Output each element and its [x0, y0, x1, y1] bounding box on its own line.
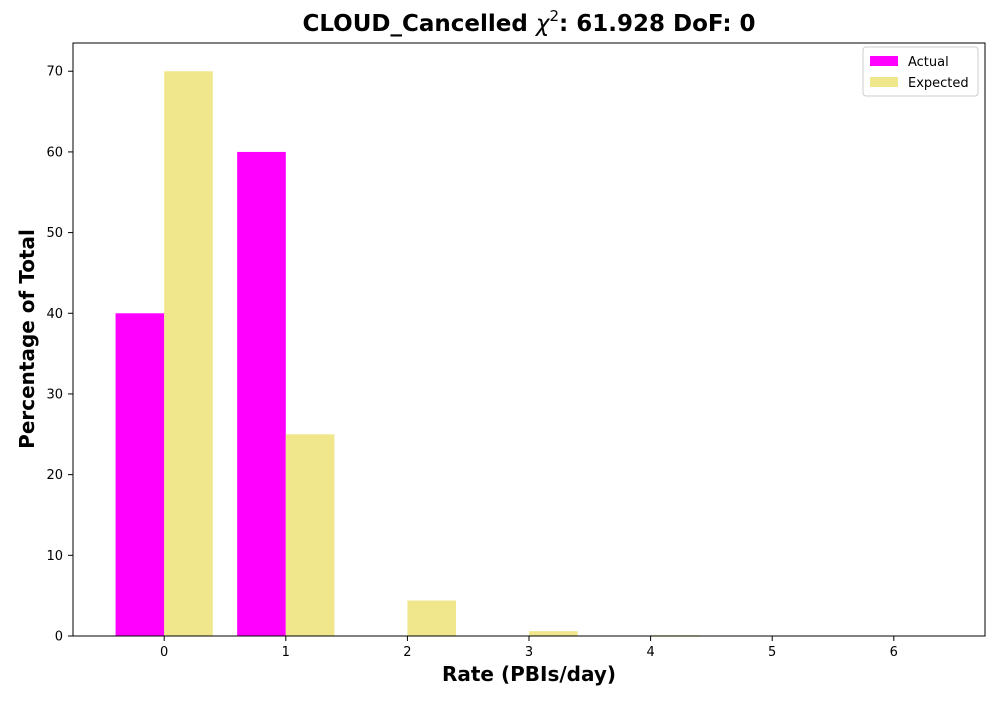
bar-expected-3	[529, 631, 578, 636]
y-tick-label: 0	[55, 630, 63, 645]
legend-swatch-actual	[870, 56, 898, 66]
bar-expected-1	[285, 434, 335, 636]
x-tick-label: 6	[890, 645, 898, 660]
chart-title: CLOUD_Cancelled χ2: 61.928 DoF: 0	[302, 7, 755, 37]
y-tick-label: 70	[46, 65, 63, 80]
title-prefix: CLOUD_Cancelled	[302, 11, 535, 37]
x-tick-label: 5	[768, 645, 776, 660]
legend-label-expected: Expected	[908, 76, 969, 91]
x-tick-label: 3	[525, 645, 533, 660]
y-tick-label: 10	[46, 549, 63, 564]
y-axis: 0 10 20 30 40 50 60 70	[46, 65, 73, 645]
bar-actual-1	[237, 151, 286, 637]
x-axis-title: Rate (PBIs/day)	[442, 662, 616, 686]
bar-expected-0	[164, 71, 213, 637]
legend-swatch-expected	[870, 77, 898, 87]
y-tick-label: 50	[46, 226, 63, 241]
y-tick-label: 20	[46, 468, 63, 483]
bar-actual-0	[115, 313, 165, 636]
y-axis-title: Percentage of Total	[15, 229, 39, 449]
legend: Actual Expected	[862, 46, 979, 97]
x-tick-label: 2	[403, 645, 411, 660]
bars-layer	[115, 71, 700, 637]
x-axis: 0 1 2 3 4 5 6	[160, 636, 898, 660]
x-tick-label: 0	[160, 645, 168, 660]
x-tick-label: 1	[282, 645, 290, 660]
x-tick-label: 4	[646, 645, 654, 660]
y-tick-label: 30	[46, 387, 63, 402]
legend-label-actual: Actual	[908, 55, 949, 70]
y-tick-label: 40	[46, 307, 63, 322]
title-chi-superscript: 2	[549, 7, 559, 25]
bar-expected-2	[407, 600, 457, 636]
y-tick-label: 60	[46, 145, 63, 160]
title-suffix: : 61.928 DoF: 0	[559, 11, 756, 37]
title-chi-symbol: χ	[534, 11, 551, 37]
